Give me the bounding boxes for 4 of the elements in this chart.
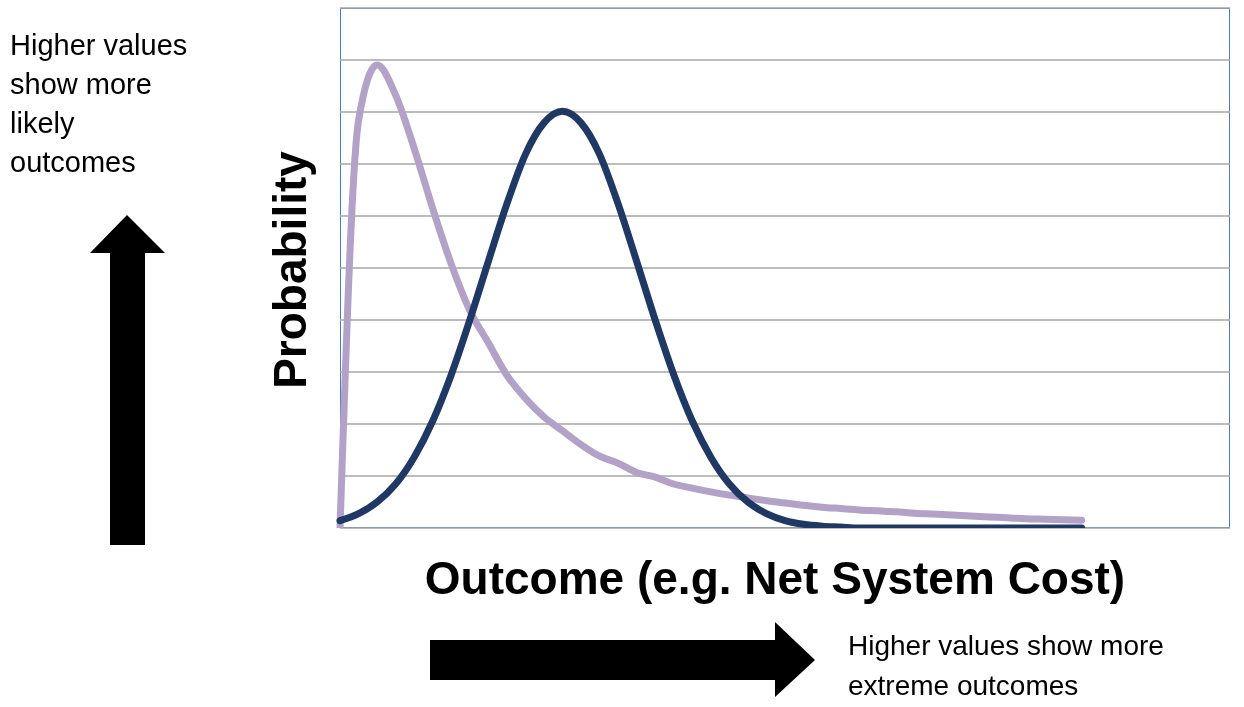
text: Higher values show more likely outcomes [10, 28, 189, 180]
text: Higher values show more extreme outcomes [848, 629, 1165, 703]
y-axis-title: Probability [263, 151, 317, 389]
x-axis-title: Outcome (e.g. Net System Cost) [424, 551, 1126, 605]
